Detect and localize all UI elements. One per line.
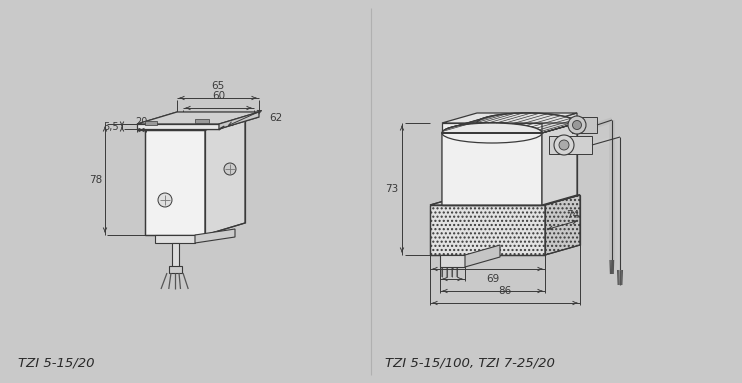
Polygon shape [442,123,542,205]
Polygon shape [549,136,592,154]
Polygon shape [542,123,577,205]
Polygon shape [205,118,245,235]
Polygon shape [195,229,235,243]
Text: TZI 5-15/100, TZI 7-25/20: TZI 5-15/100, TZI 7-25/20 [385,357,555,370]
Polygon shape [145,118,245,130]
Circle shape [158,193,172,207]
Polygon shape [137,112,259,124]
Text: 73: 73 [385,184,398,194]
Circle shape [554,135,574,155]
Circle shape [559,140,569,150]
Text: 86: 86 [499,286,512,296]
Text: 62: 62 [269,113,282,123]
Polygon shape [145,121,157,125]
Text: TZI 5-15/20: TZI 5-15/20 [18,357,94,370]
Polygon shape [172,243,179,268]
Polygon shape [219,126,224,130]
Polygon shape [442,123,542,205]
Polygon shape [219,112,259,129]
Polygon shape [195,119,209,123]
Text: 92: 92 [481,252,494,262]
Polygon shape [430,205,545,255]
Polygon shape [442,113,577,123]
Text: 20: 20 [135,117,148,127]
Polygon shape [545,195,580,255]
Text: 65: 65 [211,81,225,91]
Polygon shape [145,130,205,235]
Circle shape [568,116,586,134]
Text: 60: 60 [212,91,225,101]
Polygon shape [465,245,500,267]
Polygon shape [442,113,577,133]
Polygon shape [137,124,219,129]
Text: 74: 74 [566,210,580,220]
Polygon shape [542,113,577,205]
Text: 7: 7 [449,262,456,272]
Text: 69: 69 [486,274,499,284]
Circle shape [224,163,236,175]
Polygon shape [442,123,542,133]
Text: 5,5: 5,5 [103,121,119,131]
Polygon shape [572,117,597,133]
Polygon shape [169,266,182,273]
Polygon shape [440,255,465,267]
Polygon shape [137,129,142,130]
Polygon shape [155,235,195,243]
Text: 78: 78 [89,175,102,185]
Circle shape [573,121,582,129]
Polygon shape [430,195,580,205]
